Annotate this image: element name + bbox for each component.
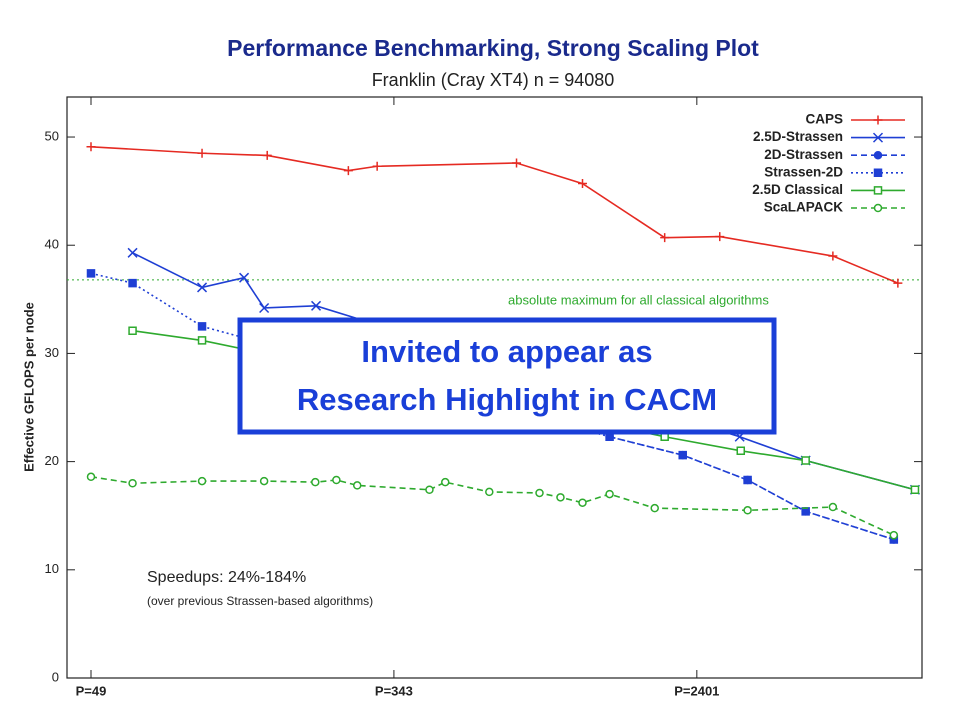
marker — [873, 186, 883, 195]
marker — [801, 456, 810, 465]
series-line — [90, 475, 895, 536]
marker — [873, 168, 883, 178]
marker — [259, 302, 270, 314]
marker — [535, 488, 544, 498]
chart-subtitle: Franklin (Cray XT4) n = 94080 — [372, 70, 615, 90]
marker — [128, 479, 137, 488]
callout-text: Invited to appear as — [361, 334, 652, 369]
series-line — [132, 252, 916, 491]
y-tick-label: 0 — [52, 669, 59, 684]
marker — [512, 158, 522, 168]
series-line — [132, 329, 916, 491]
chart-title: Performance Benchmarking, Strong Scaling… — [227, 35, 759, 61]
series-line — [90, 272, 895, 541]
legend-label: ScaLAPACK — [764, 200, 844, 215]
marker — [127, 247, 138, 258]
y-tick-label: 10 — [45, 561, 59, 576]
marker — [332, 475, 341, 485]
marker — [678, 450, 687, 460]
marker — [128, 278, 137, 288]
marker — [197, 148, 207, 158]
marker — [556, 493, 565, 502]
y-axis-label: Effective GFLOPS per node — [21, 302, 36, 472]
marker — [86, 142, 96, 152]
marker — [440, 477, 450, 487]
marker — [86, 472, 96, 481]
y-tick-label: 50 — [45, 128, 59, 143]
marker — [736, 446, 746, 456]
legend-label: CAPS — [805, 112, 843, 127]
marker — [715, 232, 725, 242]
marker — [352, 481, 362, 490]
marker — [262, 150, 272, 160]
marker — [259, 476, 269, 486]
marker — [239, 272, 250, 283]
marker — [197, 322, 207, 331]
marker — [578, 498, 587, 507]
note-text: Speedups: 24%-184% — [147, 569, 306, 586]
marker — [605, 489, 614, 499]
marker — [873, 150, 883, 160]
marker — [828, 251, 838, 261]
legend-label: Strassen-2D — [764, 164, 843, 179]
marker — [311, 477, 320, 487]
y-tick-label: 30 — [45, 345, 59, 360]
marker — [873, 115, 883, 125]
marker — [910, 485, 920, 494]
marker — [343, 166, 353, 176]
marker — [872, 132, 884, 143]
marker — [197, 282, 208, 293]
marker — [86, 269, 96, 278]
x-tick-label: P=49 — [76, 683, 107, 698]
marker — [425, 485, 434, 494]
marker — [128, 326, 137, 335]
y-tick-label: 40 — [45, 237, 59, 252]
marker — [889, 530, 899, 540]
note-text: (over previous Strassen-based algorithms… — [147, 594, 373, 608]
x-tick-label: P=343 — [375, 683, 413, 698]
marker — [485, 487, 494, 497]
marker — [578, 179, 588, 189]
callout-text: Research Highlight in CACM — [297, 382, 717, 417]
marker — [743, 475, 752, 485]
reference-label: absolute maximum for all classical algor… — [508, 292, 769, 307]
marker — [311, 300, 322, 311]
marker — [197, 476, 207, 486]
marker — [828, 502, 838, 512]
legend-label: 2D-Strassen — [764, 147, 843, 162]
marker — [743, 506, 752, 515]
x-tick-label: P=2401 — [674, 683, 719, 698]
legend-label: 2.5D Classical — [752, 182, 843, 197]
legend-label: 2.5D-Strassen — [753, 129, 843, 144]
marker — [660, 233, 670, 243]
marker — [197, 336, 207, 345]
callout-box — [237, 317, 777, 435]
marker — [893, 278, 903, 288]
marker — [372, 161, 382, 171]
y-tick-label: 20 — [45, 453, 59, 468]
marker — [650, 503, 659, 513]
marker — [873, 203, 883, 213]
plot-frame — [66, 96, 923, 679]
